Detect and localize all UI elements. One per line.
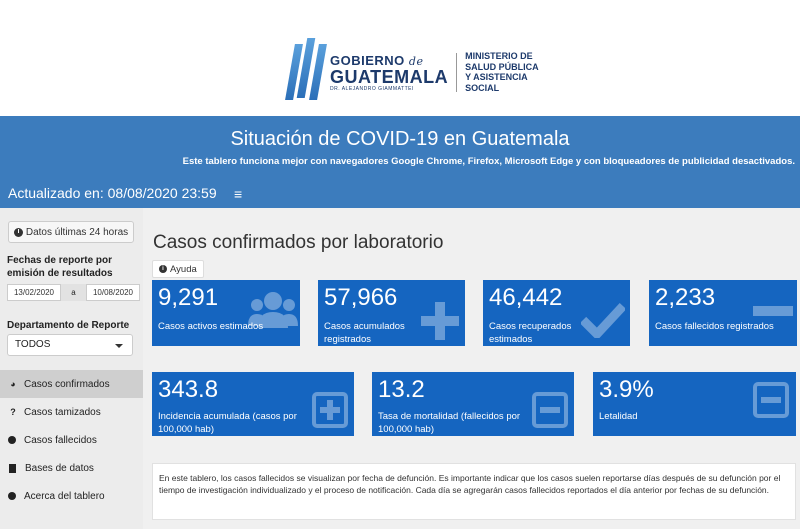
card-casos-activos: 9,291 Casos activos estimados <box>152 280 300 346</box>
department-label: Departamento de Reporte <box>7 320 130 331</box>
card-label: Letalidad <box>599 411 638 422</box>
date-range: 13/02/2020 a 10/08/2020 <box>7 284 140 301</box>
logo-guatemala: GUATEMALA <box>330 66 449 87</box>
title-banner: Situación de COVID-19 en Guatemala Este … <box>0 116 800 208</box>
date-from-input[interactable]: 13/02/2020 <box>7 284 61 301</box>
caret-down-icon <box>115 344 123 348</box>
plus-icon <box>421 302 459 340</box>
government-logo: GOBIERNO de GUATEMALA DR. ALEJANDRO GIAM… <box>285 38 539 100</box>
card-value: 343.8 <box>158 376 219 403</box>
card-casos-fallecidos: 2,233 Casos fallecidos registrados <box>649 280 797 346</box>
header-logo-area: GOBIERNO de GUATEMALA DR. ALEJANDRO GIAM… <box>0 0 800 116</box>
sidebar-item-bases-de-datos[interactable]: Bases de datos <box>0 454 143 482</box>
dashboard-title: Situación de COVID-19 en Guatemala <box>230 128 570 150</box>
card-value: 46,442 <box>489 284 563 311</box>
logo-subtitle: DR. ALEJANDRO GIAMMATTEI <box>330 85 414 92</box>
card-casos-acumulados: 57,966 Casos acumulados registrados <box>318 280 465 346</box>
card-label: Casos acumulados registrados <box>324 321 405 345</box>
card-label: Tasa de mortalidad (fallecidos por 100,0… <box>378 411 521 435</box>
dates-label: Fechas de reporte por emisión de resulta… <box>7 255 113 279</box>
sidebar-item-casos-confirmados[interactable]: ◕ Casos confirmados <box>0 370 143 398</box>
card-letalidad: 3.9% Letalidad <box>593 372 796 436</box>
info-circle-icon <box>8 492 16 500</box>
hamburger-menu-icon[interactable]: ≡ <box>234 186 243 202</box>
ministry-name: MINISTERIO DE SALUD PÚBLICA Y ASISTENCIA… <box>465 51 539 93</box>
minus-circle-icon <box>8 436 16 444</box>
minus-icon <box>753 306 793 316</box>
card-value: 57,966 <box>324 284 398 311</box>
date-separator: a <box>61 284 86 301</box>
card-label: Casos activos estimados <box>158 321 264 332</box>
help-button[interactable]: i Ayuda <box>152 260 204 278</box>
department-select[interactable]: TODOS <box>7 334 133 356</box>
page-title: Casos confirmados por laboratorio <box>153 232 444 253</box>
sidebar-nav: ◕ Casos confirmados ? Casos tamizados Ca… <box>0 370 143 510</box>
sidebar-item-casos-fallecidos[interactable]: Casos fallecidos <box>0 426 143 454</box>
last-24-hours-button[interactable]: Datos últimas 24 horas <box>8 221 134 243</box>
question-icon: ? <box>10 407 16 417</box>
date-to-input[interactable]: 10/08/2020 <box>86 284 140 301</box>
card-casos-recuperados: 46,442 Casos recuperados estimados <box>483 280 630 346</box>
sidebar-item-acerca-del-tablero[interactable]: Acerca del tablero <box>0 482 143 510</box>
sidebar-item-casos-tamizados[interactable]: ? Casos tamizados <box>0 398 143 426</box>
file-icon <box>9 463 16 473</box>
dashboard-icon: ◕ <box>10 379 16 389</box>
plus-square-icon <box>312 392 348 428</box>
card-label: Casos fallecidos registrados <box>655 321 774 332</box>
card-value: 2,233 <box>655 284 716 311</box>
main-content: Casos confirmados por laboratorio i Ayud… <box>143 208 800 529</box>
card-label: Incidencia acumulada (casos por 100,000 … <box>158 411 297 435</box>
sidebar: Datos últimas 24 horas Fechas de reporte… <box>0 208 143 529</box>
card-value: 9,291 <box>158 284 219 311</box>
check-icon <box>581 302 625 338</box>
card-value: 3.9% <box>599 376 654 403</box>
deaths-note: En este tablero, los casos fallecidos se… <box>152 463 796 520</box>
card-label: Casos recuperados estimados <box>489 321 572 345</box>
minus-square-icon <box>532 392 568 428</box>
minus-square-icon <box>753 382 789 418</box>
info-icon: i <box>159 265 167 273</box>
card-tasa-mortalidad: 13.2 Tasa de mortalidad (fallecidos por … <box>372 372 574 436</box>
browser-notice: Este tablero funciona mejor con navegado… <box>182 156 795 167</box>
clock-icon <box>13 227 23 237</box>
updated-timestamp: Actualizado en: 08/08/2020 23:59 <box>8 185 217 201</box>
logo-de: de <box>408 54 424 68</box>
users-icon <box>248 292 298 328</box>
card-incidencia-acumulada: 343.8 Incidencia acumulada (casos por 10… <box>152 372 354 436</box>
logo-bars-icon <box>285 38 327 100</box>
logo-gobierno: GOBIERNO <box>330 52 405 68</box>
card-value: 13.2 <box>378 376 425 403</box>
